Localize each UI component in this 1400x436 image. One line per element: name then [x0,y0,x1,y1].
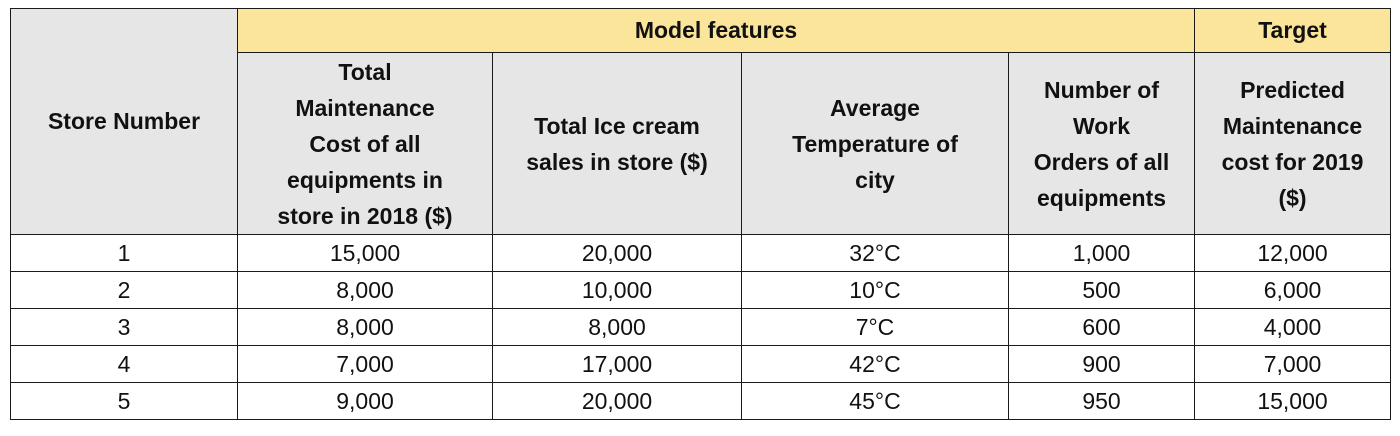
temperature-cell: 7°C [741,308,1009,346]
header-line: Temperature of [792,130,958,157]
maintenance-cost-table: Store Number Model features Target Total… [10,8,1392,420]
header-line: Orders of all [1033,148,1170,175]
header-line: ($) [1278,184,1307,211]
average-temperature-header: Average Temperature of city [741,52,1009,235]
table-row: 2 8,000 10,000 10°C 500 6,000 [10,271,1392,309]
table-row: 1 15,000 20,000 32°C 1,000 12,000 [10,234,1392,272]
store-number-cell: 5 [10,382,238,420]
predicted-cost-cell: 12,000 [1194,234,1392,272]
store-number-cell: 1 [10,234,238,272]
maintenance-cost-cell: 7,000 [237,345,493,383]
ice-cream-sales-cell: 10,000 [492,271,742,309]
model-features-label: Model features [634,17,798,43]
ice-cream-sales-header: Total Ice cream sales in store ($) [492,52,742,235]
maintenance-cost-cell: 8,000 [237,271,493,309]
temperature-cell: 45°C [741,382,1009,420]
table-row: 3 8,000 8,000 7°C 600 4,000 [10,308,1392,346]
work-orders-cell: 600 [1007,308,1196,346]
ice-cream-sales-cell: 8,000 [492,308,742,346]
header-line: Average [830,94,920,121]
model-features-header: Model features [236,8,1196,53]
store-number-header: Store Number [10,8,238,235]
maintenance-cost-cell: 9,000 [237,382,493,420]
header-line: city [855,166,895,193]
work-orders-cell: 900 [1007,345,1196,383]
target-header: Target [1194,8,1392,53]
header-line: Maintenance [1222,112,1363,139]
table-row: 4 7,000 17,000 42°C 900 7,000 [10,345,1392,383]
header-line: Maintenance [295,94,435,121]
temperature-cell: 32°C [741,234,1009,272]
header-line: Predicted [1240,76,1345,103]
predicted-maintenance-header: Predicted Maintenance cost for 2019 ($) [1194,52,1392,235]
predicted-cost-cell: 15,000 [1194,382,1392,420]
group-header-row: Store Number Model features Target [10,8,1392,235]
header-line: equipments in [287,166,443,193]
store-number-cell: 3 [10,308,238,346]
ice-cream-sales-cell: 20,000 [492,382,742,420]
predicted-cost-cell: 6,000 [1194,271,1392,309]
predicted-cost-cell: 4,000 [1194,308,1392,346]
store-number-cell: 4 [10,345,238,383]
header-line: Total Ice cream [534,112,700,139]
temperature-cell: 10°C [741,271,1009,309]
ice-cream-sales-cell: 20,000 [492,234,742,272]
header-line: Cost of all [309,130,421,157]
header-line: equipments [1036,184,1167,211]
maintenance-cost-2018-header: Total Maintenance Cost of all equipments… [237,52,493,235]
column-header-row: Total Maintenance Cost of all equipments… [11,52,1392,235]
header-line: cost for 2019 [1221,148,1364,175]
work-orders-cell: 1,000 [1007,234,1196,272]
work-orders-header: Number of Work Orders of all equipments [1007,52,1196,235]
store-number-cell: 2 [10,271,238,309]
work-orders-cell: 500 [1007,271,1196,309]
ice-cream-sales-cell: 17,000 [492,345,742,383]
header-line: store in 2018 ($) [277,202,453,229]
work-orders-cell: 950 [1007,382,1196,420]
temperature-cell: 42°C [741,345,1009,383]
predicted-cost-cell: 7,000 [1194,345,1392,383]
header-line: Number of [1044,76,1159,103]
header-line: sales in store ($) [526,148,708,175]
table-row: 5 9,000 20,000 45°C 950 15,000 [10,382,1392,420]
maintenance-cost-cell: 8,000 [237,308,493,346]
header-line: Total [338,58,392,85]
store-number-header-label: Store Number [47,108,201,134]
maintenance-cost-cell: 15,000 [237,234,493,272]
header-line: Work [1072,112,1131,139]
target-label: Target [1258,17,1327,43]
